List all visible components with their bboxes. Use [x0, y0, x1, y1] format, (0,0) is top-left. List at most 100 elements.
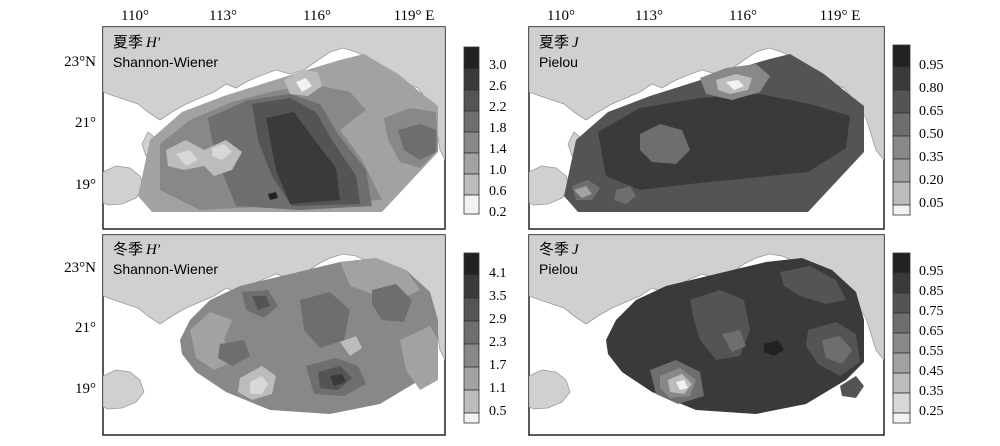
contour-fill [218, 340, 250, 366]
legend-swatch [463, 110, 480, 133]
map-panel-summer-shannon: 夏季 H′ Shannon-Wiener [102, 26, 446, 230]
legend-tick: 0.6 [489, 184, 507, 199]
map-panel-winter-shannon: 冬季 H′ Shannon-Wiener [102, 234, 446, 436]
panel-index-name: Pielou [539, 54, 578, 70]
lon-tick-113: 113° [209, 8, 237, 24]
contour-fill [822, 336, 852, 364]
contour-fill [266, 112, 340, 204]
legend-swatch [463, 89, 480, 112]
panel-season-label: 冬季 [113, 241, 143, 258]
legend-swatch [892, 135, 911, 160]
legend-tick: 0.25 [919, 404, 944, 419]
legend-swatch [892, 158, 911, 183]
contour-fill [268, 192, 278, 200]
legend-swatch [463, 274, 480, 299]
legend-swatch [463, 46, 480, 70]
lon-tick-113: 113° [635, 8, 663, 24]
legend-tick: 1.8 [489, 121, 507, 136]
legend-summer-pielou: 0.95 0.80 0.65 0.50 0.35 0.20 0.05 [892, 44, 944, 216]
legend-tick: 0.75 [919, 304, 944, 319]
legend-tick: 0.20 [919, 173, 944, 188]
legend-tick: 1.4 [489, 142, 507, 157]
lon-tick-110: 110° [121, 8, 149, 24]
legend-tick: 0.80 [919, 81, 944, 96]
legend-tick: 0.45 [919, 364, 944, 379]
legend-swatch [463, 297, 480, 322]
map-panel-winter-pielou: 冬季 J Pielou [528, 234, 885, 436]
panel-index-name: Pielou [539, 261, 578, 277]
contour-fill [574, 186, 592, 198]
hainan-island [529, 369, 571, 410]
legend-swatch [892, 332, 911, 354]
legend-swatch [892, 312, 911, 334]
lat-tick-21: 21° [75, 320, 96, 336]
legend-tick: 2.2 [489, 100, 507, 115]
lat-tick-19: 19° [75, 177, 96, 193]
legend-swatch [463, 68, 480, 91]
legend-tick: 2.3 [489, 335, 507, 350]
legend-swatch [463, 152, 480, 175]
contour-fill [250, 376, 268, 394]
legend-tick: 0.65 [919, 324, 944, 339]
panel-index-symbol: H′ [145, 242, 161, 258]
map-panel-summer-pielou: 夏季 J Pielou [528, 26, 885, 230]
legend-tick: 0.95 [919, 264, 944, 279]
legend-swatch [892, 372, 911, 394]
legend-swatch [463, 343, 480, 368]
legend-tick: 3.0 [489, 58, 507, 73]
legend-swatch [892, 412, 911, 424]
lat-tick-23: 23°N [64, 54, 96, 70]
hainan-island [103, 369, 145, 410]
legend-tick: 0.35 [919, 384, 944, 399]
contour-fill [330, 374, 346, 386]
panel-index-name: Shannon-Wiener [113, 261, 218, 277]
panel-index-symbol: J [572, 35, 580, 51]
panel-index-name: Shannon-Wiener [113, 54, 218, 70]
contour-fill [722, 330, 746, 352]
legend-swatch [463, 389, 480, 414]
panel-season-label: 夏季 [113, 34, 143, 51]
legend-swatch [463, 320, 480, 345]
legend-tick: 1.1 [489, 381, 507, 396]
legend-swatch [892, 89, 911, 114]
legend-swatch [892, 352, 911, 374]
legend-swatch [463, 412, 480, 424]
legend-tick: 3.5 [489, 289, 507, 304]
lon-tick-119: 119° E [820, 8, 861, 24]
contour-fill [676, 380, 688, 390]
contour-fill [300, 292, 350, 348]
legend-swatch [892, 66, 911, 91]
legend-tick: 0.5 [489, 404, 507, 419]
contour-fill [212, 144, 232, 160]
legend-swatch [463, 252, 480, 276]
legend-tick: 0.95 [919, 58, 944, 73]
legend-tick: 2.9 [489, 312, 507, 327]
lat-tick-19: 19° [75, 381, 96, 397]
contour-fill [840, 376, 864, 398]
legend-swatch [892, 112, 911, 137]
contour-fill [398, 124, 436, 160]
legend-swatch [463, 173, 480, 196]
contour-fill [296, 78, 312, 92]
legend-tick: 1.0 [489, 163, 507, 178]
legend-swatch [892, 292, 911, 314]
contour-fill [372, 284, 412, 322]
legend-tick: 0.05 [919, 196, 944, 211]
lat-tick-23: 23°N [64, 260, 96, 276]
contour-fill [764, 340, 784, 356]
legend-swatch [463, 366, 480, 391]
legend-summer-shannon: 3.0 2.6 2.2 1.8 1.4 1.0 0.6 0.2 [463, 46, 507, 220]
legend-winter-pielou: 0.95 0.85 0.75 0.65 0.55 0.45 0.35 0.25 [892, 252, 944, 424]
contour-fill [252, 296, 270, 310]
legend-winter-shannon: 4.1 3.5 2.9 2.3 1.7 1.1 0.5 [463, 252, 507, 424]
legend-tick: 1.7 [489, 358, 507, 373]
lon-tick-116: 116° [303, 8, 331, 24]
legend-swatch [463, 131, 480, 154]
legend-tick: 0.35 [919, 150, 944, 165]
panel-index-symbol: J [572, 242, 580, 258]
contour-fill [400, 326, 438, 390]
panel-season-label: 冬季 [539, 241, 569, 258]
contour-fill [598, 94, 850, 190]
legend-tick: 0.55 [919, 344, 944, 359]
